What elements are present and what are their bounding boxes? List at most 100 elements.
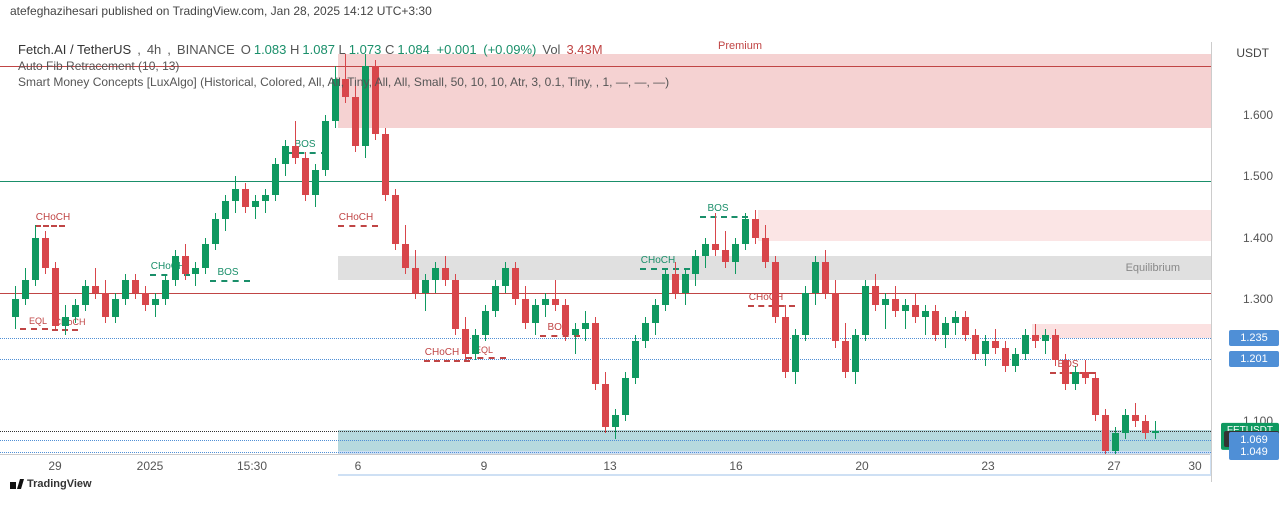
candle-wick	[575, 323, 576, 354]
price-label: 1.201	[1229, 351, 1279, 367]
candle-body	[542, 299, 549, 305]
candle-body	[462, 329, 469, 353]
candle-body	[702, 244, 709, 256]
candle-body	[322, 121, 329, 170]
dotted-line	[0, 359, 1211, 360]
x-tick: 13	[603, 459, 616, 473]
candle-body	[572, 329, 579, 335]
candle-body	[482, 311, 489, 335]
candle-body	[352, 97, 359, 146]
plot-area[interactable]: PremiumEquilibriumDiscountCHoCHEQLCHoCHB…	[0, 42, 1211, 482]
candle-body	[102, 293, 109, 317]
candle-wick	[925, 305, 926, 336]
candle-body	[552, 299, 559, 305]
candle-body	[742, 219, 749, 243]
candle-body	[1112, 433, 1119, 451]
candle-body	[1022, 335, 1029, 353]
candle-body	[32, 238, 39, 281]
candle-body	[512, 268, 519, 299]
candle-body	[112, 299, 119, 317]
candle-body	[232, 189, 239, 201]
candle-body	[252, 201, 259, 207]
candle-wick	[545, 293, 546, 317]
candle-body	[1122, 415, 1129, 433]
candle-body	[122, 280, 129, 298]
candle-body	[132, 280, 139, 292]
candle-body	[412, 268, 419, 292]
candle-wick	[95, 268, 96, 299]
candle-body	[962, 317, 969, 335]
candle-body	[1052, 335, 1059, 359]
candle-body	[422, 280, 429, 292]
hline	[0, 181, 1211, 182]
candle-body	[662, 274, 669, 305]
structure-label: BOS	[217, 267, 238, 278]
y-unit: USDT	[1232, 42, 1273, 64]
x-tick: 23	[981, 459, 994, 473]
candle-body	[1042, 335, 1049, 341]
chart-area[interactable]: Fetch.AI / TetherUS, 4h, BINANCE O1.083 …	[0, 22, 1281, 492]
candle-body	[822, 262, 829, 293]
x-tick: 2025	[137, 459, 164, 473]
candle-body	[12, 299, 19, 317]
x-axis[interactable]: 29202515:3069131620232730	[0, 454, 1210, 474]
structure-line	[338, 225, 378, 227]
chart-legend: Fetch.AI / TetherUS, 4h, BINANCE O1.083 …	[18, 42, 669, 91]
candle-body	[432, 268, 439, 280]
x-tick: 6	[355, 459, 362, 473]
candle-body	[202, 244, 209, 268]
candle-body	[522, 299, 529, 323]
candle-body	[212, 219, 219, 243]
structure-label: CHoCH	[339, 212, 373, 223]
x-tick: 20	[855, 459, 868, 473]
x-tick: 15:30	[237, 459, 267, 473]
candle-body	[442, 268, 449, 280]
ohlc: O1.083 H1.087 L1.073 C1.084 +0.001 (+0.0…	[241, 42, 537, 57]
candle-body	[182, 256, 189, 274]
candle-body	[732, 244, 739, 262]
candle-body	[942, 323, 949, 335]
candle-body	[622, 378, 629, 415]
candle-body	[612, 415, 619, 427]
candle-body	[672, 274, 679, 292]
candle-body	[752, 219, 759, 237]
candle-body	[502, 268, 509, 286]
candle-body	[1102, 415, 1109, 452]
structure-line	[466, 357, 506, 359]
candle-body	[282, 146, 289, 164]
candle-body	[922, 311, 929, 317]
structure-label: CHoCH	[54, 317, 85, 327]
hline	[0, 293, 1211, 294]
zone-label: Premium	[718, 40, 762, 52]
candle-body	[912, 305, 919, 317]
candle-body	[402, 244, 409, 268]
candle-body	[782, 317, 789, 372]
y-tick: 1.400	[1243, 231, 1273, 245]
candle-body	[562, 305, 569, 336]
structure-line	[35, 225, 65, 227]
candle-wick	[265, 189, 266, 213]
candle-body	[262, 195, 269, 201]
candle-body	[712, 244, 719, 250]
structure-label: EQL	[29, 316, 47, 326]
candle-body	[592, 323, 599, 384]
y-axis[interactable]: USDT 1.1001.2001.3001.4001.5001.6001.235…	[1211, 42, 1281, 482]
price-label: 1.235	[1229, 330, 1279, 346]
x-tick: 27	[1107, 459, 1120, 473]
y-tick: 1.500	[1243, 169, 1273, 183]
candle-body	[162, 280, 169, 298]
candle-body	[1152, 431, 1159, 433]
candle-body	[892, 299, 899, 311]
structure-label: CHoCH	[641, 255, 675, 266]
dotted-line	[0, 452, 1211, 453]
structure-line	[540, 335, 580, 337]
candle-body	[842, 341, 849, 372]
structure-label: CHoCH	[151, 261, 185, 272]
candle-body	[1132, 415, 1139, 421]
structure-line	[20, 328, 48, 330]
candle-body	[142, 293, 149, 305]
candle-body	[682, 274, 689, 292]
candle-body	[492, 286, 499, 310]
candle-body	[772, 262, 779, 317]
candle-body	[82, 286, 89, 304]
